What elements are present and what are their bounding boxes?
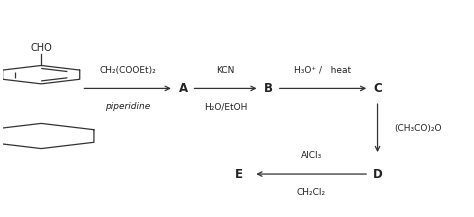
Text: (CH₃CO)₂O: (CH₃CO)₂O bbox=[394, 123, 441, 133]
Text: piperidine: piperidine bbox=[105, 102, 150, 111]
Text: CH₂Cl₂: CH₂Cl₂ bbox=[297, 188, 326, 197]
Text: C: C bbox=[373, 82, 382, 95]
Text: E: E bbox=[236, 168, 243, 181]
Text: CHO: CHO bbox=[30, 43, 52, 53]
Text: KCN: KCN bbox=[216, 66, 235, 75]
Text: B: B bbox=[264, 82, 273, 95]
Text: H₂O/EtOH: H₂O/EtOH bbox=[204, 102, 247, 111]
Text: A: A bbox=[179, 82, 188, 95]
Text: H₃O⁺ /   heat: H₃O⁺ / heat bbox=[294, 66, 352, 75]
Text: D: D bbox=[373, 168, 383, 181]
Text: AlCl₃: AlCl₃ bbox=[301, 151, 322, 160]
Text: CH₂(COOEt)₂: CH₂(COOEt)₂ bbox=[99, 66, 156, 75]
